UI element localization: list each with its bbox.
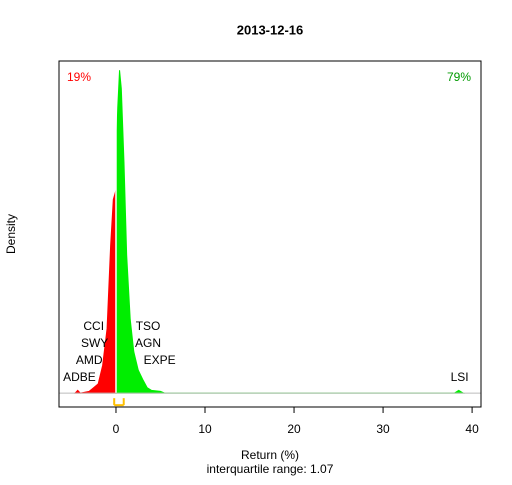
y-axis-label: Density [4,214,18,254]
x-axis-label: Return (%) [241,448,299,462]
stock-label: ADBE [63,370,96,384]
density-area [115,70,465,394]
chart-title: 2013-12-16 [237,22,304,37]
subtitle: interquartile range: 1.07 [207,462,334,476]
stock-label: EXPE [144,353,176,367]
x-tick-label: 0 [113,422,120,436]
stock-label: CCI [83,319,104,333]
stock-label: SWY [81,336,108,350]
stock-label: AMD [76,353,103,367]
x-tick-label: 10 [198,422,212,436]
stock-label: TSO [136,319,161,333]
stock-label: AGN [135,336,161,350]
stock-label: LSI [451,370,469,384]
share-label: 19% [67,70,91,84]
x-tick-label: 20 [287,422,301,436]
share-label: 79% [447,70,471,84]
x-tick-label: 40 [465,422,479,436]
x-tick-label: 30 [376,422,390,436]
